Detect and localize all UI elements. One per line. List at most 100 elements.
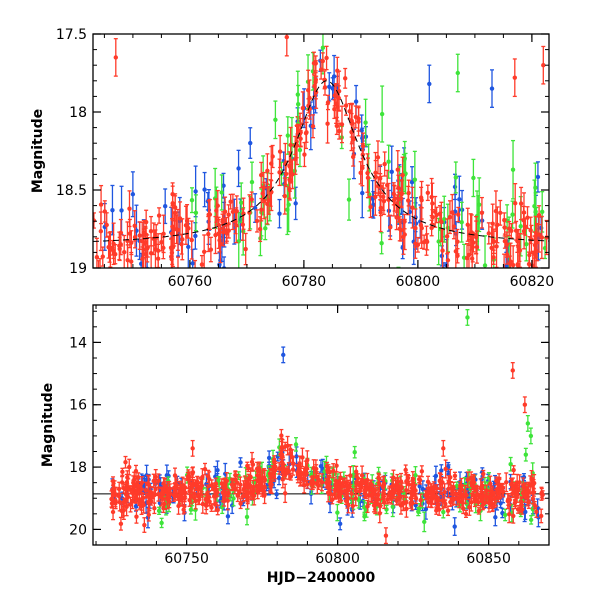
top-red-point bbox=[450, 193, 455, 232]
bottom-green-point bbox=[244, 508, 250, 526]
bottom-red-point bbox=[282, 441, 288, 452]
top-x-tick-label: 60820 bbox=[510, 274, 555, 290]
top-red-point bbox=[307, 79, 312, 117]
bottom-red-point bbox=[510, 362, 515, 379]
top-red-point bbox=[270, 144, 275, 169]
top-red-point bbox=[373, 151, 378, 194]
bottom-red-point bbox=[288, 444, 293, 463]
top-green-point bbox=[477, 273, 481, 302]
top-red-point bbox=[382, 151, 387, 177]
top-red-point bbox=[415, 236, 421, 253]
top-red-point bbox=[189, 220, 194, 260]
top-red-point bbox=[456, 206, 461, 223]
top-red-point bbox=[302, 141, 307, 168]
top-red-point bbox=[261, 181, 267, 220]
bottom-red-point bbox=[353, 485, 358, 496]
top-red-point bbox=[539, 215, 545, 260]
bottom-red-point bbox=[200, 468, 205, 486]
top-red-point bbox=[226, 204, 231, 226]
bottom-red-point bbox=[486, 492, 492, 513]
top-blue-point bbox=[248, 127, 253, 159]
top-y-tick-label: 18.5 bbox=[56, 183, 87, 199]
bottom-red-point bbox=[472, 493, 478, 508]
bottom-red-point bbox=[495, 479, 500, 499]
bottom-red-point bbox=[522, 487, 528, 503]
top-red-point bbox=[287, 166, 293, 192]
top-red-point bbox=[493, 190, 499, 232]
top-blue-point bbox=[389, 145, 394, 199]
bottom-red-point bbox=[134, 509, 139, 524]
bottom-red-point bbox=[137, 498, 142, 510]
top-blue-point bbox=[162, 188, 168, 225]
bottom-red-point bbox=[215, 504, 220, 516]
top-red-point bbox=[310, 114, 316, 139]
bottom-red-point bbox=[419, 465, 425, 478]
bottom-red-point bbox=[448, 468, 453, 486]
bottom-red-point bbox=[246, 480, 252, 494]
bottom-red-point bbox=[365, 499, 370, 514]
top-green-point bbox=[285, 116, 291, 155]
bottom-red-point bbox=[249, 451, 255, 472]
top-red-point bbox=[525, 206, 530, 230]
top-red-point bbox=[322, 78, 328, 96]
bottom-red-point bbox=[520, 503, 525, 515]
top-red-point bbox=[325, 103, 330, 144]
bottom-red-point bbox=[442, 483, 447, 502]
bottom-red-point bbox=[276, 462, 282, 475]
bottom-axis-ticks: 60750 60800 60850 14 16 18 20 bbox=[69, 305, 550, 567]
bottom-red-point bbox=[237, 486, 242, 498]
top-red-point bbox=[224, 216, 229, 244]
bottom-red-point bbox=[522, 396, 528, 414]
bottom-red-point bbox=[203, 496, 209, 515]
top-red-point bbox=[479, 196, 485, 229]
bottom-red-point bbox=[314, 471, 319, 483]
top-panel: 60760 60780 60800 60820 17.5 18 18.5 19 Magnitu… bbox=[30, 27, 554, 330]
top-y-tick-label: 18 bbox=[69, 105, 87, 121]
top-red-point bbox=[266, 185, 272, 215]
bottom-red-point bbox=[531, 473, 537, 493]
top-red-point bbox=[536, 205, 542, 226]
top-blue-point bbox=[119, 185, 124, 236]
top-red-point bbox=[220, 218, 226, 247]
top-red-point bbox=[391, 182, 396, 206]
top-red-point bbox=[343, 67, 348, 89]
top-red-point bbox=[118, 233, 123, 256]
bottom-red-point bbox=[262, 469, 268, 490]
top-green-point bbox=[285, 184, 290, 236]
bottom-red-point bbox=[481, 498, 487, 510]
bottom-red-point bbox=[172, 467, 178, 484]
top-green-point bbox=[471, 158, 476, 198]
bottom-green-point bbox=[159, 517, 164, 529]
bottom-red-point bbox=[202, 462, 208, 476]
bottom-green-point bbox=[528, 515, 534, 525]
top-red-point bbox=[397, 216, 402, 242]
bottom-red-point bbox=[397, 485, 403, 498]
bottom-red-point bbox=[125, 487, 131, 507]
top-red-point bbox=[339, 105, 345, 144]
top-red-point bbox=[515, 229, 520, 254]
bottom-green-point bbox=[216, 475, 221, 485]
bottom-red-point bbox=[373, 484, 378, 496]
bottom-green-point bbox=[293, 437, 299, 452]
top-red-point bbox=[284, 34, 289, 57]
bottom-blue-point bbox=[493, 508, 498, 527]
bottom-green-point bbox=[422, 511, 427, 533]
top-red-point bbox=[206, 215, 211, 253]
bottom-red-point bbox=[172, 482, 177, 493]
bottom-red-point bbox=[357, 486, 362, 497]
bottom-red-point bbox=[257, 473, 262, 492]
bottom-red-point bbox=[453, 489, 458, 499]
top-axis-ticks: 60760 60780 60800 60820 17.5 18 18.5 19 bbox=[56, 27, 554, 290]
top-green-point bbox=[454, 269, 458, 330]
bottom-red-point bbox=[450, 491, 455, 506]
bottom-red-point bbox=[492, 490, 497, 509]
top-red-point bbox=[132, 225, 138, 249]
top-red-point bbox=[434, 206, 439, 224]
bottom-red-point bbox=[515, 504, 521, 514]
bottom-red-point bbox=[403, 464, 408, 476]
top-red-point bbox=[518, 186, 524, 221]
top-red-point bbox=[429, 219, 434, 237]
bottom-green-point bbox=[465, 309, 470, 326]
top-red-point bbox=[111, 242, 116, 260]
bottom-red-point bbox=[166, 481, 172, 500]
